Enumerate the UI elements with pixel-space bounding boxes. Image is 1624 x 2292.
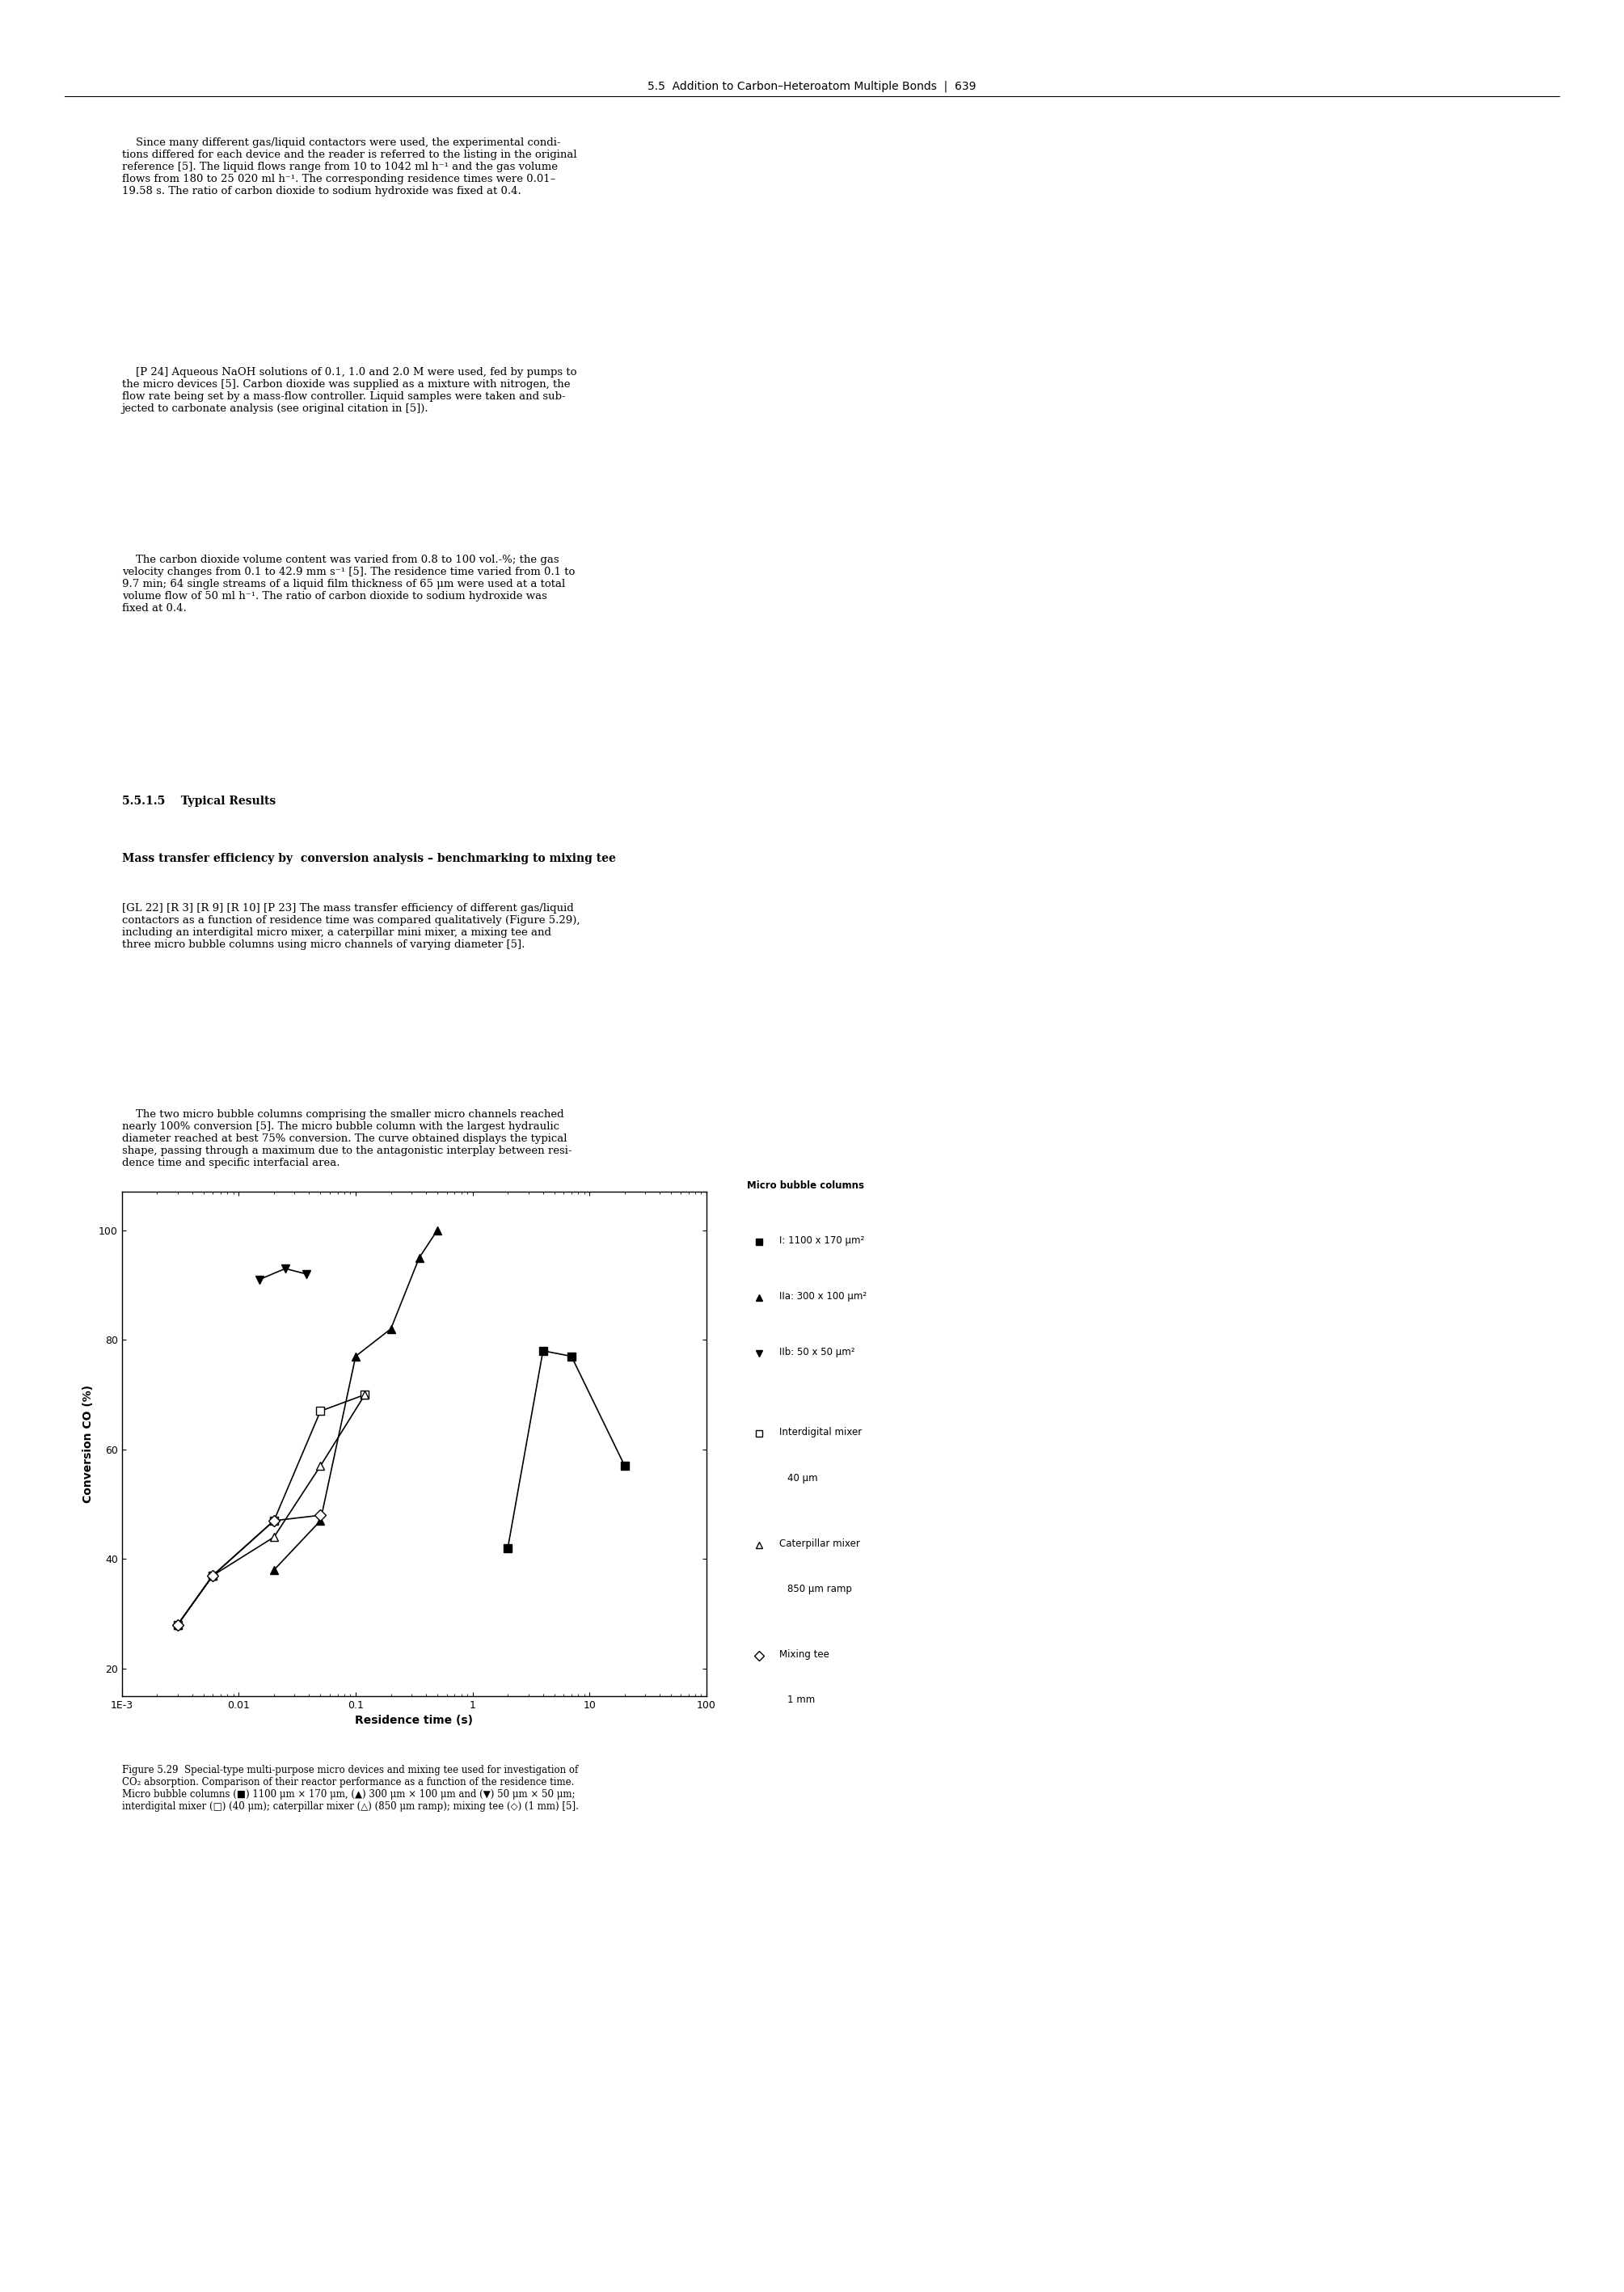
Text: Micro bubble columns: Micro bubble columns xyxy=(747,1180,864,1192)
Text: Mass transfer efficiency by  conversion analysis – benchmarking to mixing tee: Mass transfer efficiency by conversion a… xyxy=(122,853,615,864)
Y-axis label: Conversion CO (%): Conversion CO (%) xyxy=(83,1384,94,1504)
Text: [P 24] Aqueous NaOH solutions of 0.1, 1.0 and 2.0 M were used, fed by pumps to
t: [P 24] Aqueous NaOH solutions of 0.1, 1.… xyxy=(122,367,577,413)
Text: Interdigital mixer: Interdigital mixer xyxy=(780,1428,862,1437)
Text: IIa: 300 x 100 μm²: IIa: 300 x 100 μm² xyxy=(780,1290,867,1302)
Text: Caterpillar mixer: Caterpillar mixer xyxy=(780,1538,861,1549)
Text: Figure 5.29  Special-type multi-purpose micro devices and mixing tee used for in: Figure 5.29 Special-type multi-purpose m… xyxy=(122,1765,578,1811)
Text: I: 1100 x 170 μm²: I: 1100 x 170 μm² xyxy=(780,1235,864,1247)
X-axis label: Residence time (s): Residence time (s) xyxy=(356,1714,473,1726)
Text: 850 μm ramp: 850 μm ramp xyxy=(788,1584,853,1593)
Text: [GL 22] [R 3] [R 9] [R 10] [P 23] The mass transfer efficiency of different gas/: [GL 22] [R 3] [R 9] [R 10] [P 23] The ma… xyxy=(122,903,580,949)
Text: 5.5  Addition to Carbon–Heteroatom Multiple Bonds  |  639: 5.5 Addition to Carbon–Heteroatom Multip… xyxy=(648,80,976,92)
Text: The two micro bubble columns comprising the smaller micro channels reached
nearl: The two micro bubble columns comprising … xyxy=(122,1109,572,1169)
Text: The carbon dioxide volume content was varied from 0.8 to 100 vol.-%; the gas
vel: The carbon dioxide volume content was va… xyxy=(122,555,575,614)
Text: Mixing tee: Mixing tee xyxy=(780,1650,830,1659)
Text: 1 mm: 1 mm xyxy=(788,1694,815,1705)
Text: 5.5.1.5    Typical Results: 5.5.1.5 Typical Results xyxy=(122,795,276,807)
Text: Since many different gas/liquid contactors were used, the experimental condi-
ti: Since many different gas/liquid contacto… xyxy=(122,138,577,197)
Text: 40 μm: 40 μm xyxy=(788,1474,818,1483)
Text: IIb: 50 x 50 μm²: IIb: 50 x 50 μm² xyxy=(780,1348,856,1357)
